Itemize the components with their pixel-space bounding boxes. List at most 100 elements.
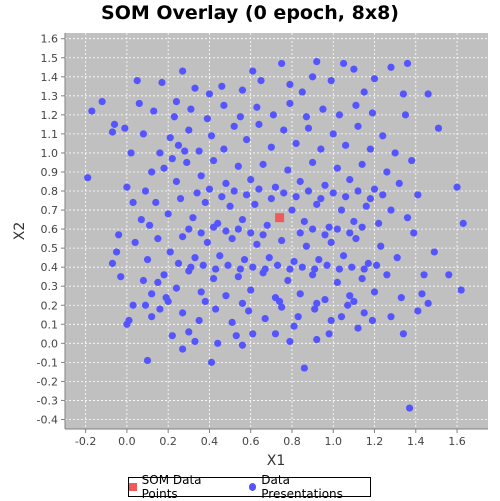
- data-presentation-point: [383, 168, 391, 176]
- data-presentation-point: [212, 265, 220, 273]
- data-presentation-point: [199, 261, 207, 269]
- x-tick-label: 0.4: [201, 435, 219, 448]
- data-presentation-point: [296, 290, 304, 298]
- data-presentation-point: [317, 145, 325, 153]
- data-presentation-point: [222, 227, 230, 235]
- data-presentation-point: [387, 63, 395, 71]
- data-presentation-point: [333, 164, 341, 172]
- data-presentation-point: [414, 191, 422, 199]
- data-presentation-point: [179, 309, 187, 317]
- data-presentation-point: [121, 124, 129, 132]
- data-presentation-point: [228, 235, 236, 243]
- x-tick-label: 1.2: [366, 435, 384, 448]
- data-presentation-point: [143, 255, 152, 264]
- data-presentation-point: [187, 263, 195, 271]
- data-presentation-point: [387, 206, 395, 214]
- y-tick-label: 1.1: [41, 128, 59, 141]
- data-presentation-point: [286, 337, 294, 346]
- data-presentation-point: [141, 187, 150, 195]
- data-presentation-point: [271, 183, 280, 191]
- data-presentation-point: [288, 206, 296, 214]
- data-presentation-point: [168, 332, 176, 340]
- data-presentation-point: [420, 271, 428, 279]
- data-presentation-point: [319, 105, 327, 113]
- y-tick-label: 0.8: [41, 185, 59, 198]
- data-presentation-point: [368, 109, 377, 117]
- data-presentation-point: [220, 101, 228, 109]
- y-tick-label: 0.4: [41, 261, 59, 274]
- data-presentation-point: [393, 254, 401, 262]
- data-presentation-point: [242, 191, 251, 199]
- x-tick-label: 1.0: [324, 435, 342, 448]
- data-presentation-point: [242, 136, 251, 144]
- data-presentation-point: [141, 301, 150, 309]
- data-presentation-point: [158, 78, 166, 87]
- data-presentation-point: [350, 65, 358, 73]
- data-presentation-point: [88, 107, 96, 115]
- data-presentation-point: [335, 111, 344, 119]
- data-presentation-point: [168, 155, 176, 163]
- data-presentation-point: [249, 330, 257, 338]
- data-presentation-point: [292, 193, 300, 201]
- data-presentation-point: [191, 84, 199, 92]
- data-presentation-point: [209, 156, 218, 165]
- data-presentation-point: [220, 145, 228, 153]
- data-presentation-point: [271, 330, 280, 338]
- data-presentation-point: [286, 265, 294, 273]
- x-tick-label: 1.4: [407, 435, 425, 448]
- data-presentation-point: [205, 185, 214, 193]
- data-presentation-point: [309, 158, 317, 167]
- data-presentation-point: [296, 177, 304, 186]
- data-presentation-point: [321, 181, 329, 189]
- data-presentation-point: [152, 198, 160, 207]
- y-tick-label: 0.0: [41, 337, 59, 350]
- data-presentation-point: [311, 305, 319, 313]
- data-presentation-point: [259, 160, 267, 168]
- data-presentation-point: [313, 299, 321, 307]
- data-presentation-point: [352, 235, 360, 243]
- y-tick-label: 0.1: [41, 318, 59, 331]
- data-presentation-point: [247, 286, 255, 294]
- data-presentation-point: [278, 236, 286, 245]
- data-presentation-point: [261, 265, 269, 273]
- data-presentation-point: [350, 217, 358, 226]
- data-presentation-point: [176, 195, 185, 203]
- data-presentation-point: [255, 185, 263, 193]
- data-presentation-point: [197, 288, 205, 296]
- data-presentation-point: [234, 225, 242, 233]
- y-axis: -0.4 -0.3 -0.2 -0.1 0.0 0.1 0.2 0.3 0.4 0.5 0.6 0.7…: [37, 33, 66, 429]
- data-presentation-point: [181, 147, 189, 155]
- data-presentation-point: [218, 82, 226, 90]
- data-presentation-point: [453, 183, 461, 191]
- data-presentation-point: [201, 297, 209, 306]
- data-presentation-point: [302, 113, 311, 121]
- data-presentation-point: [399, 330, 407, 338]
- y-tick-label: 0.7: [41, 204, 59, 217]
- legend-item-som: SOM Data Points: [129, 473, 237, 501]
- data-presentation-point: [321, 231, 329, 239]
- y-tick-label: -0.3: [37, 394, 58, 407]
- data-presentation-point: [377, 242, 385, 250]
- data-presentation-point: [172, 177, 181, 186]
- data-presentation-point: [108, 259, 117, 267]
- y-tick-label: 1.2: [41, 109, 59, 122]
- data-presentation-point: [183, 158, 191, 167]
- legend-square-icon: [129, 483, 137, 491]
- data-presentation-point: [112, 248, 121, 256]
- data-presentation-point: [222, 292, 230, 300]
- data-presentation-point: [214, 339, 222, 347]
- data-presentation-point: [292, 139, 300, 148]
- data-presentation-point: [156, 305, 164, 313]
- data-presentation-point: [290, 257, 298, 266]
- data-presentation-point: [238, 299, 247, 307]
- x-tick-label: 0.2: [159, 435, 177, 448]
- data-presentation-point: [150, 107, 158, 115]
- data-presentation-point: [278, 303, 286, 311]
- y-tick-label: 1.4: [41, 71, 59, 84]
- data-presentation-point: [366, 195, 374, 203]
- data-presentation-point: [379, 132, 387, 140]
- data-presentation-point: [348, 263, 356, 271]
- data-presentation-point: [337, 313, 346, 321]
- data-presentation-point: [129, 198, 137, 207]
- data-presentation-point: [370, 75, 379, 83]
